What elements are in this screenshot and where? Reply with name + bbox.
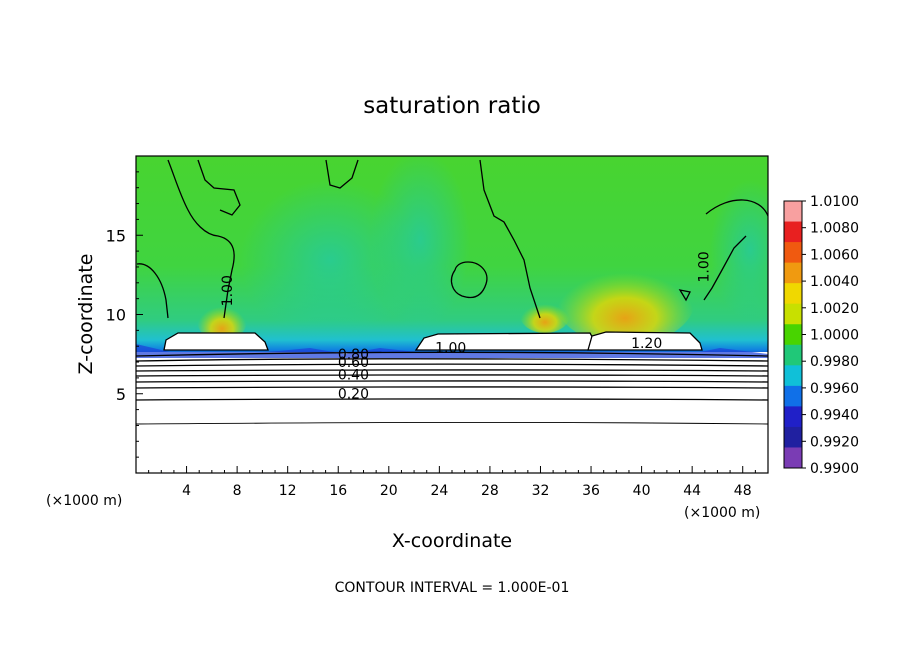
colorbar-tick-label: 1.0020	[810, 301, 859, 317]
x-tick-label: 28	[481, 483, 499, 499]
colorbar-band	[784, 242, 802, 264]
y-axis-label: Z-coordinate	[75, 254, 97, 375]
y-tick-label: 10	[106, 306, 126, 325]
contour-label: 0.80	[338, 347, 369, 363]
colorbar-tick-label: 0.9960	[810, 381, 859, 397]
ground-blue-band	[136, 344, 768, 358]
colorbar-tick-label: 0.9980	[810, 354, 859, 370]
x-tick-label: 16	[329, 483, 347, 499]
contour-label: 1.00	[697, 251, 713, 282]
contour-label: 0.40	[338, 367, 369, 383]
contour-labels: 1.00 1.00 1.00 1.20 0.800.600.40 0.20	[220, 251, 713, 402]
x-tick-label: 4	[182, 483, 191, 499]
x-tick-label: 32	[532, 483, 550, 499]
colorbar-band	[784, 447, 802, 469]
cyan-region	[710, 180, 768, 320]
colorbar-tick-label: 0.9900	[810, 461, 859, 477]
x-tick-label: 36	[582, 483, 600, 499]
colorbar: 1.0100 1.0080 1.0060 1.0040 1.0020 1.0000 0.99…	[783, 194, 859, 477]
colorbar-band	[784, 426, 802, 448]
contour-label: 1.20	[631, 336, 662, 352]
y-tick-label: 15	[106, 226, 126, 245]
colorbar-band	[784, 365, 802, 387]
x-tick-label: 24	[430, 483, 448, 499]
y-axis: 5 10 15	[106, 171, 143, 458]
contour-label: 1.00	[435, 341, 466, 357]
warm-region	[520, 297, 570, 333]
x-tick-label: 40	[633, 483, 651, 499]
colorbar-band	[784, 406, 802, 428]
chart-title: saturation ratio	[363, 93, 541, 119]
x-tick-label: 12	[279, 483, 297, 499]
contour-label: 1.00	[220, 275, 236, 306]
colorbar-band	[784, 303, 802, 325]
x-unit-label-right: (×1000 m)	[684, 505, 760, 521]
x-axis-label: X-coordinate	[392, 530, 512, 552]
warm-region	[555, 255, 695, 345]
colorbar-band	[784, 344, 802, 366]
x-axis: 4 8 12 16 20 24 28 32 36 40 44 48	[148, 466, 756, 499]
x-tick-label: 20	[380, 483, 398, 499]
colorbar-tick-label: 0.9940	[810, 408, 859, 424]
colorbar-tick-label: 1.0060	[810, 247, 859, 263]
x-tick-label: 48	[734, 483, 752, 499]
colorbar-band	[784, 221, 802, 243]
colorbar-tick-label: 0.9920	[810, 434, 859, 450]
y-tick-label: 5	[116, 385, 126, 404]
colorbar-band	[784, 201, 802, 223]
warm-region	[197, 298, 247, 342]
x-tick-label: 8	[233, 483, 242, 499]
cloud-region	[163, 332, 269, 351]
contour-interval-note: CONTOUR INTERVAL = 1.000E-01	[335, 580, 570, 596]
contour-label: 0.60	[338, 355, 369, 371]
plot-area	[136, 156, 768, 473]
colorbar-tick-label: 1.0000	[810, 328, 859, 344]
cyan-region	[370, 156, 470, 330]
contour-lines	[136, 159, 768, 425]
dry-layer	[136, 352, 768, 473]
colorbar-band	[784, 283, 802, 305]
colorbar-band	[784, 262, 802, 284]
x-unit-label: (×1000 m)	[46, 493, 122, 509]
colorbar-tick-label: 1.0100	[810, 194, 859, 210]
colorbar-tick-label: 1.0040	[810, 274, 859, 290]
x-tick-label: 44	[683, 483, 701, 499]
contour-label: 0.20	[338, 387, 369, 403]
colorbar-band	[784, 385, 802, 407]
colorbar-band	[784, 324, 802, 346]
cloud-region	[587, 331, 703, 351]
colorbar-tick-label: 1.0080	[810, 221, 859, 237]
